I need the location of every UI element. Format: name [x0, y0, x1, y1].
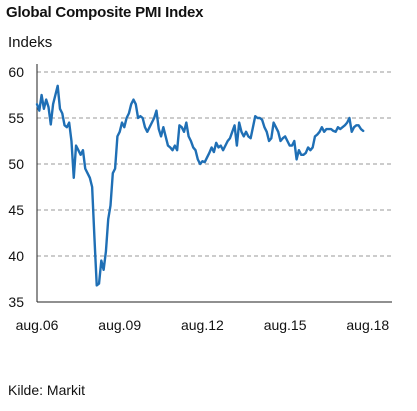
y-tick-label: 45	[8, 202, 24, 218]
series-line	[35, 84, 365, 287]
x-tick-label: aug.18	[346, 317, 389, 333]
gridlines	[37, 71, 392, 257]
x-tick-label: aug.15	[264, 317, 307, 333]
source-note: Kilde: Markit	[8, 382, 86, 398]
y-tick-label: 50	[8, 156, 24, 172]
x-tick-label: aug.09	[98, 317, 141, 333]
y-tick-label: 40	[8, 248, 24, 264]
y-axis-unit-label: Indeks	[8, 34, 53, 51]
tick-labels: 35 40 45 50 55 60 aug.06 aug.09 aug.12 aug.15 aug.…	[8, 64, 389, 333]
chart-title: Global Composite PMI Index	[6, 4, 204, 21]
x-tick-label: aug.06	[16, 317, 59, 333]
y-tick-label: 35	[8, 294, 24, 310]
x-tick-label: aug.12	[181, 317, 224, 333]
series-layer	[35, 84, 365, 287]
y-tick-label: 60	[8, 64, 24, 80]
y-tick-label: 55	[8, 110, 24, 126]
